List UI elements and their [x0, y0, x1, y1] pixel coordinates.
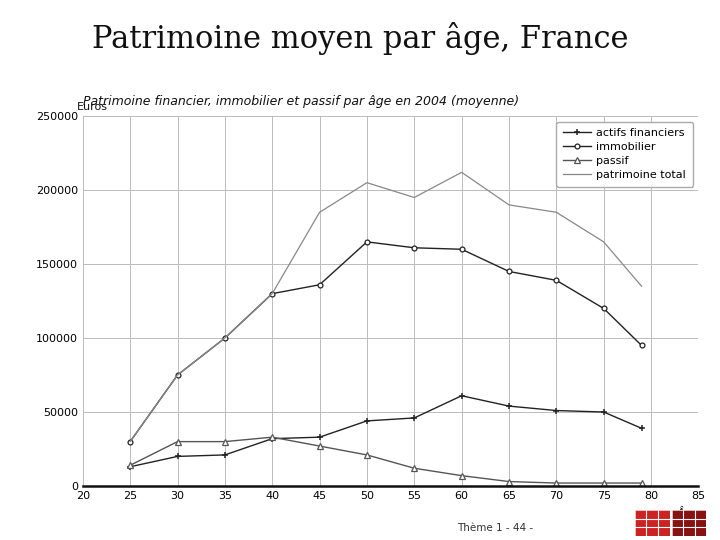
immobilier [268, 291, 276, 297]
actifs financiers [363, 417, 372, 424]
Line: actifs financiers: actifs financiers [127, 392, 645, 470]
actifs financiers [552, 407, 561, 414]
patrimoine total [363, 179, 372, 186]
patrimoine total [599, 239, 608, 245]
patrimoine total [220, 335, 229, 341]
passif [268, 434, 276, 441]
actifs financiers [599, 409, 608, 415]
immobilier [505, 268, 513, 275]
Text: Thème 1 - 44 -: Thème 1 - 44 - [457, 523, 534, 533]
passif [599, 480, 608, 487]
Text: Euros: Euros [76, 103, 108, 112]
immobilier [220, 335, 229, 341]
passif [174, 438, 182, 445]
patrimoine total [126, 438, 135, 445]
actifs financiers [505, 403, 513, 409]
immobilier [637, 342, 646, 349]
patrimoine total [637, 283, 646, 289]
passif [126, 462, 135, 469]
patrimoine total [552, 209, 561, 215]
actifs financiers [315, 434, 324, 441]
immobilier [457, 246, 466, 253]
immobilier [599, 305, 608, 312]
Legend: actifs financiers, immobilier, passif, patrimoine total: actifs financiers, immobilier, passif, p… [557, 122, 693, 187]
actifs financiers [174, 453, 182, 460]
Line: patrimoine total: patrimoine total [130, 172, 642, 442]
patrimoine total [505, 201, 513, 208]
passif [457, 472, 466, 479]
immobilier [126, 438, 135, 445]
actifs financiers [410, 415, 418, 421]
immobilier [410, 245, 418, 251]
patrimoine total [457, 169, 466, 176]
passif [505, 478, 513, 485]
actifs financiers [220, 451, 229, 458]
Line: passif: passif [127, 434, 644, 486]
passif [552, 480, 561, 487]
passif [363, 451, 372, 458]
actifs financiers [637, 425, 646, 431]
passif [220, 438, 229, 445]
immobilier [363, 239, 372, 245]
actifs financiers [268, 435, 276, 442]
patrimoine total [315, 209, 324, 215]
immobilier [315, 281, 324, 288]
passif [637, 480, 646, 487]
immobilier [552, 277, 561, 284]
patrimoine total [410, 194, 418, 201]
passif [410, 465, 418, 471]
actifs financiers [457, 393, 466, 399]
patrimoine total [268, 291, 276, 297]
passif [315, 443, 324, 449]
Text: Patrimoine moyen par âge, France: Patrimoine moyen par âge, France [91, 22, 629, 55]
patrimoine total [174, 372, 182, 378]
Line: immobilier: immobilier [127, 239, 644, 444]
immobilier [174, 372, 182, 378]
Text: Âge: Âge [677, 507, 698, 518]
Text: Patrimoine financier, immobilier et passif par âge en 2004 (moyenne): Patrimoine financier, immobilier et pass… [83, 95, 519, 108]
actifs financiers [126, 463, 135, 470]
